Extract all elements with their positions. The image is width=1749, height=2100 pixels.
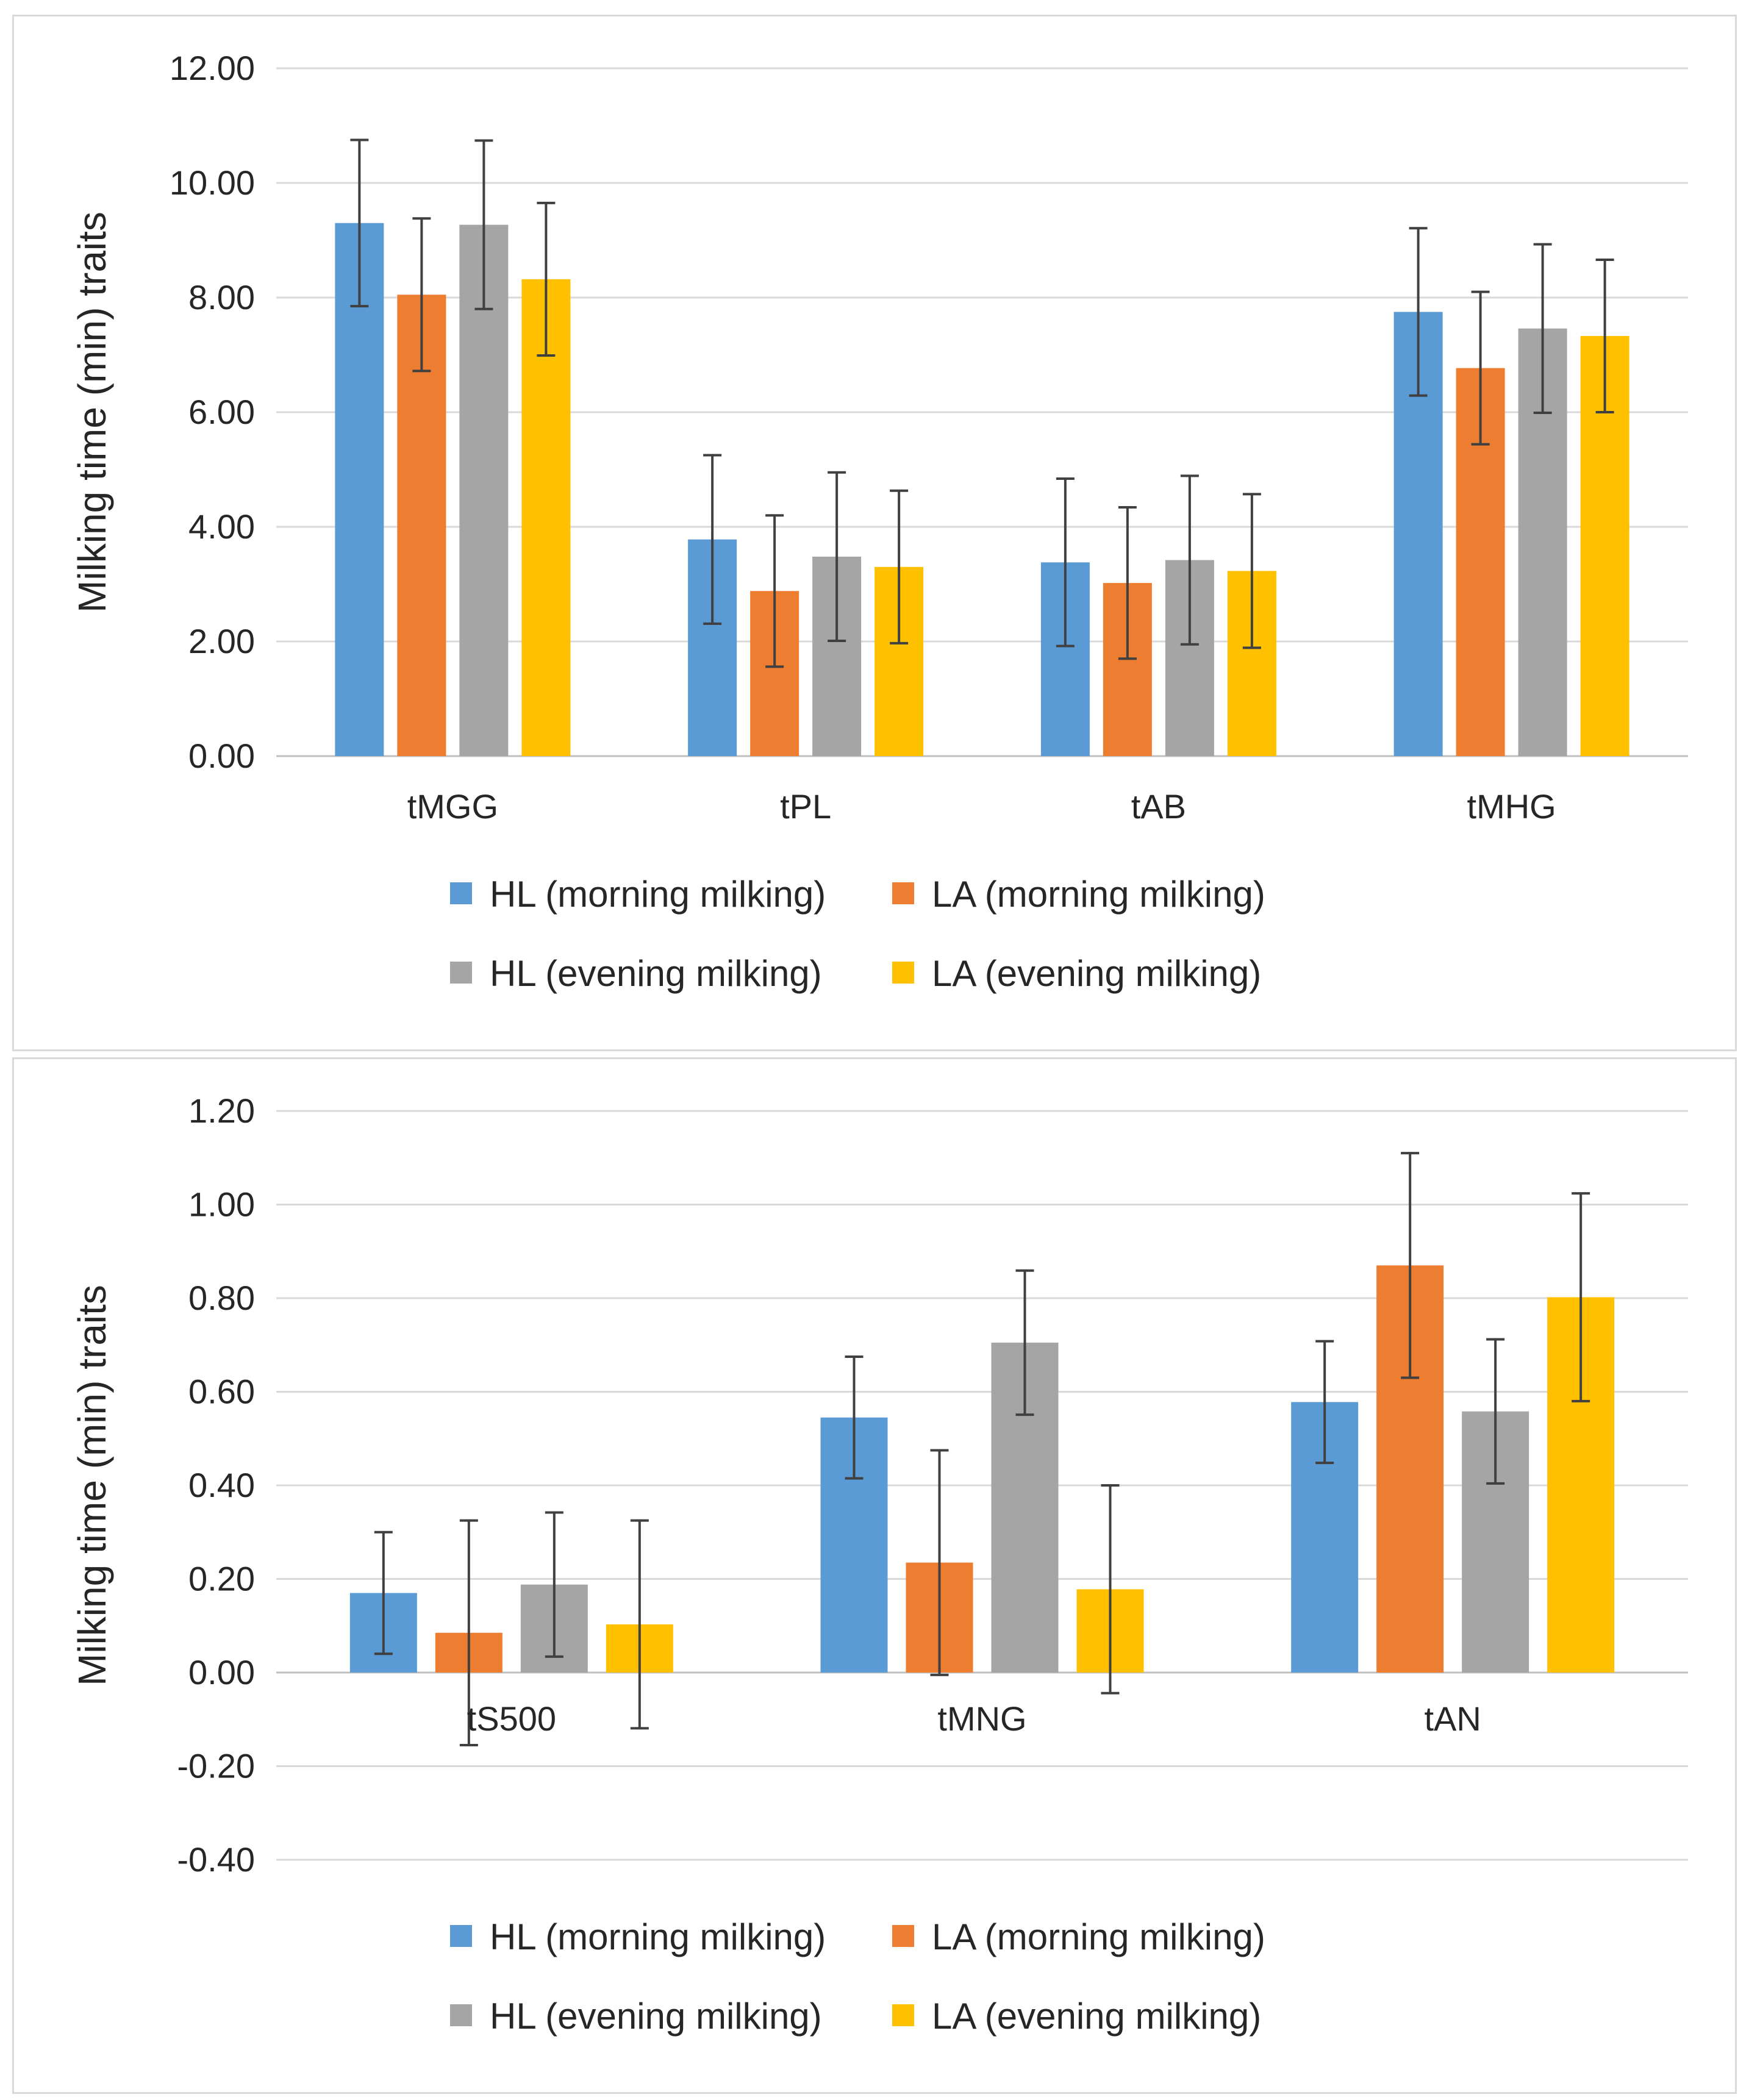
legend-label: LA (evening milking) bbox=[932, 1996, 1261, 2037]
legend-swatch bbox=[450, 882, 472, 904]
legend-label: LA (morning milking) bbox=[932, 874, 1265, 915]
y-tick-label: 0.80 bbox=[188, 1279, 255, 1317]
top-bar-chart: 0.00 2.00 4.00 6.00 8.00 10.00 12.00 Milking ti… bbox=[70, 49, 1688, 994]
y-tick-label: 0.60 bbox=[188, 1373, 255, 1411]
legend-label: LA (morning milking) bbox=[932, 1916, 1265, 1957]
y-tick-label: 6.00 bbox=[188, 393, 255, 431]
legend-label: HL (morning milking) bbox=[490, 874, 826, 915]
y-axis-title: Milking time (min) traits bbox=[70, 212, 114, 613]
bar bbox=[459, 224, 509, 756]
y-tick-label: 8.00 bbox=[188, 278, 255, 316]
bar bbox=[521, 279, 571, 756]
y-tick-label: 1.00 bbox=[188, 1185, 255, 1224]
legend-swatch bbox=[892, 882, 914, 904]
legend-label: LA (evening milking) bbox=[932, 953, 1261, 994]
legend-label: HL (evening milking) bbox=[490, 1996, 822, 2037]
x-category-label: tMGG bbox=[407, 787, 498, 826]
y-tick-label: 0.00 bbox=[188, 737, 255, 775]
legend-label: HL (morning milking) bbox=[490, 1916, 826, 1957]
x-category-label: tMNG bbox=[937, 1699, 1026, 1738]
y-tick-label: 0.20 bbox=[188, 1560, 255, 1598]
legend-swatch bbox=[450, 1925, 472, 1947]
bottom-chart-panel: -0.40 -0.20 0.00 0.20 0.40 0.60 0.80 1.00 1.20 Mi… bbox=[12, 1057, 1737, 2094]
legend-swatch bbox=[450, 2004, 472, 2026]
y-tick-label: 4.00 bbox=[188, 507, 255, 546]
y-tick-label: -0.40 bbox=[177, 1840, 255, 1879]
x-category-label: tAB bbox=[1131, 787, 1186, 826]
legend-label: HL (evening milking) bbox=[490, 953, 822, 994]
y-tick-label: 0.40 bbox=[188, 1466, 255, 1504]
top-chart-panel: 0.00 2.00 4.00 6.00 8.00 10.00 12.00 Milking ti… bbox=[12, 15, 1737, 1051]
y-tick-label: 2.00 bbox=[188, 622, 255, 660]
y-tick-label: 1.20 bbox=[188, 1091, 255, 1130]
y-axis-title: Milking time (min) traits bbox=[70, 1285, 114, 1686]
legend-swatch bbox=[892, 1925, 914, 1947]
x-category-label: tMHG bbox=[1467, 787, 1556, 826]
x-category-label: tPL bbox=[780, 787, 831, 826]
legend-swatch bbox=[892, 962, 914, 984]
x-category-label: tS500 bbox=[467, 1699, 556, 1738]
y-tick-label: 10.00 bbox=[170, 163, 255, 202]
legend-swatch bbox=[450, 962, 472, 984]
legend-swatch bbox=[892, 2004, 914, 2026]
x-category-label: tAN bbox=[1424, 1699, 1481, 1738]
bottom-bar-chart: -0.40 -0.20 0.00 0.20 0.40 0.60 0.80 1.00 1.20 Mi… bbox=[70, 1091, 1688, 2037]
y-tick-label: -0.20 bbox=[177, 1747, 255, 1785]
y-tick-label: 12.00 bbox=[170, 49, 255, 87]
bar bbox=[335, 223, 384, 756]
y-tick-label: 0.00 bbox=[188, 1653, 255, 1691]
